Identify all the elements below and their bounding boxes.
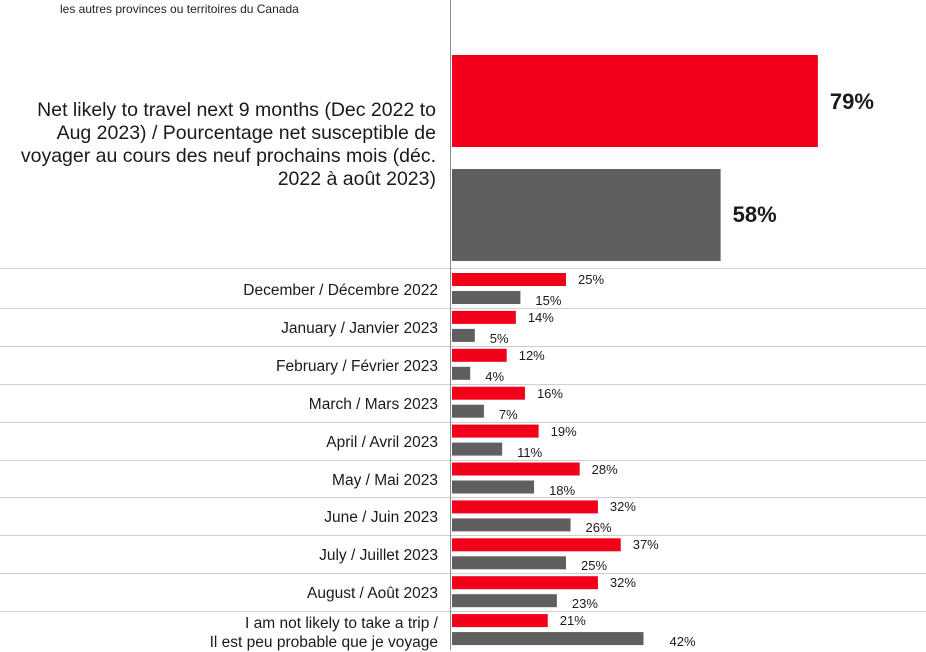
category-label: February / Février 2023 xyxy=(276,357,438,375)
category-label: April / Avril 2023 xyxy=(326,433,438,451)
value-label: 12% xyxy=(518,347,545,363)
bar-series-a xyxy=(452,538,621,552)
value-label: 37% xyxy=(632,537,659,553)
value-label: 18% xyxy=(549,482,576,498)
category-label: March / Mars 2023 xyxy=(308,395,438,413)
value-label: 32% xyxy=(609,499,636,515)
bar-series-a xyxy=(452,424,539,438)
bar-series-a xyxy=(452,576,598,590)
bar-series-a xyxy=(452,310,516,324)
value-label: 25% xyxy=(578,272,605,287)
summary-category-label: Net likely to travel next 9 months (Dec … xyxy=(20,99,436,190)
bar-series-a xyxy=(452,500,598,514)
category-label: August / Août 2023 xyxy=(307,585,438,603)
value-label: 32% xyxy=(609,575,636,591)
bar-series-b xyxy=(452,291,521,304)
category-label: June / Juin 2023 xyxy=(324,509,438,527)
category-label: May / Mai 2023 xyxy=(332,471,438,489)
value-label: 16% xyxy=(536,385,563,401)
bar-series-a xyxy=(452,462,580,476)
value-label: 4% xyxy=(485,368,505,384)
category-label-line: Il est peu probable que je voyage xyxy=(209,634,438,652)
category-label-line: I am not likely to take a trip / xyxy=(245,615,438,633)
bar-series-b xyxy=(452,480,535,494)
bar-series-b xyxy=(452,442,503,456)
value-label: 21% xyxy=(559,613,586,629)
summary-value-label: 79% xyxy=(829,89,874,114)
value-label: 28% xyxy=(591,461,618,477)
value-label: 11% xyxy=(517,444,543,460)
value-label: 5% xyxy=(489,330,509,346)
header-note: les autres provinces ou territoires du C… xyxy=(60,2,299,16)
bar-series-b xyxy=(452,404,484,418)
value-label: 42% xyxy=(669,634,696,650)
category-label: January / Janvier 2023 xyxy=(281,319,438,337)
summary-bar-series-a xyxy=(452,55,818,147)
category-label: July / Juillet 2023 xyxy=(319,547,438,565)
bar-series-b xyxy=(452,366,471,380)
value-label: 25% xyxy=(581,558,608,574)
bar-series-a xyxy=(452,273,566,286)
bar-series-b xyxy=(452,632,644,646)
value-label: 23% xyxy=(571,596,598,612)
bar-series-b xyxy=(452,594,557,608)
bar-series-a xyxy=(452,348,507,362)
value-label: 19% xyxy=(550,423,577,439)
bar-series-b xyxy=(452,518,571,532)
bar-series-a xyxy=(452,386,525,400)
summary-value-label: 58% xyxy=(732,202,777,227)
category-label: December / Décembre 2022 xyxy=(243,282,438,299)
value-label: 15% xyxy=(535,293,562,308)
bar-series-a xyxy=(452,614,548,628)
bar-series-b xyxy=(452,328,475,342)
bar-series-b xyxy=(452,556,566,570)
value-label: 26% xyxy=(585,520,612,536)
summary-bar-series-b xyxy=(452,169,721,261)
value-label: 7% xyxy=(498,406,518,422)
value-label: 14% xyxy=(527,309,554,325)
